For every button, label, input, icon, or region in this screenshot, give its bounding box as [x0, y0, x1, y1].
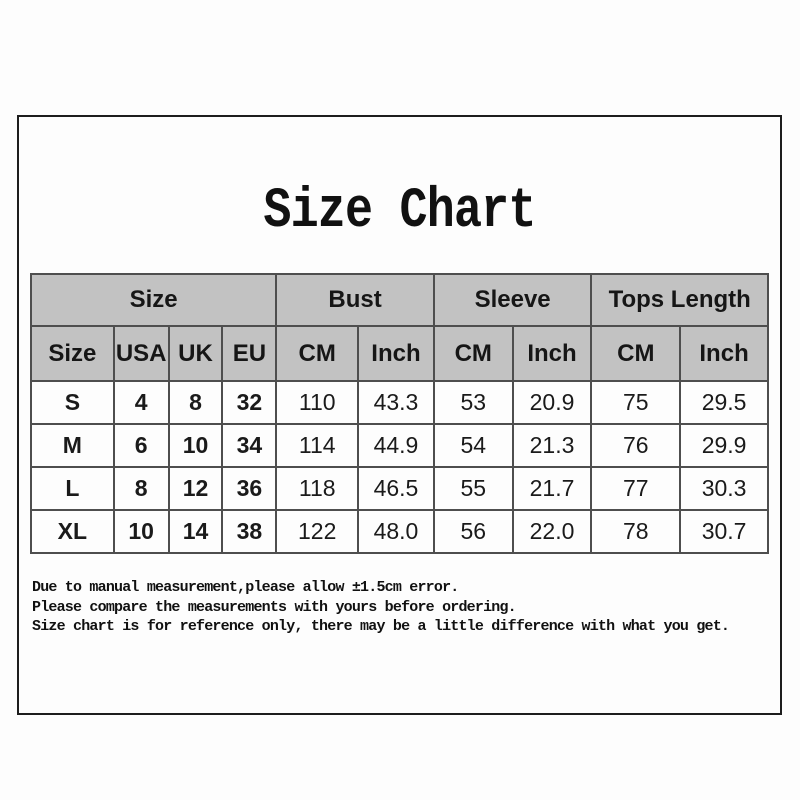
- table-cell: 122: [275, 509, 360, 554]
- table-row-l: L 8 12 36 118 46.5 55 21.7 77 30.3: [30, 466, 769, 511]
- table-cell: 10: [167, 423, 224, 468]
- size-table: Size Bust Sleeve Tops Length Size USA UK…: [29, 273, 769, 554]
- table-cell: 32: [221, 380, 278, 425]
- col-header-sleeve-cm: CM: [432, 325, 514, 382]
- table-row-s: S 4 8 32 110 43.3 53 20.9 75 29.5: [30, 380, 769, 425]
- table-row-xl: XL 10 14 38 122 48.0 56 22.0 78 30.7: [30, 509, 769, 554]
- table-cell: 30.7: [679, 509, 769, 554]
- table-cell: 8: [167, 380, 224, 425]
- table-cell: 34: [221, 423, 278, 468]
- table-cell: 110: [275, 380, 360, 425]
- table-cell: 77: [590, 466, 682, 511]
- table-cell: 75: [590, 380, 682, 425]
- col-header-size: Size: [30, 325, 115, 382]
- group-header-row: Size Bust Sleeve Tops Length: [29, 273, 769, 327]
- table-cell: 54: [432, 423, 514, 468]
- table-cell: 46.5: [357, 466, 435, 511]
- table-cell: 44.9: [357, 423, 435, 468]
- table-cell: M: [30, 423, 115, 468]
- note-line: Due to manual measurement,please allow ±…: [32, 579, 459, 596]
- note-line: Size chart is for reference only, there …: [32, 618, 730, 636]
- table-cell: 10: [112, 509, 170, 554]
- table-cell: XL: [30, 509, 115, 554]
- col-header-bust-cm: CM: [275, 325, 360, 382]
- chart-frame: Size Chart Size Bust Sleeve Tops L: [17, 115, 782, 715]
- table-cell: S: [30, 380, 115, 425]
- group-header-sleeve: Sleeve: [432, 273, 593, 327]
- col-header-tops-cm: CM: [590, 325, 682, 382]
- table-cell: 114: [275, 423, 360, 468]
- col-header-tops-inch: Inch: [679, 325, 769, 382]
- table-row-m: M 6 10 34 114 44.9 54 21.3 76 29.9: [30, 423, 769, 468]
- col-header-bust-inch: Inch: [357, 325, 435, 382]
- table-cell: L: [30, 466, 115, 511]
- table-cell: 12: [167, 466, 224, 511]
- table-cell: 14: [167, 509, 224, 554]
- table-cell: 30.3: [679, 466, 769, 511]
- table-cell: 4: [112, 380, 170, 425]
- table-cell: 29.9: [679, 423, 769, 468]
- table-cell: 38: [221, 509, 278, 554]
- col-header-sleeve-inch: Inch: [511, 325, 593, 382]
- table-cell: 29.5: [679, 380, 769, 425]
- table-cell: 22.0: [511, 509, 593, 554]
- table-cell: 48.0: [357, 509, 435, 554]
- group-header-tops-length: Tops Length: [590, 273, 769, 327]
- table-cell: 20.9: [511, 380, 593, 425]
- table-cell: 43.3: [357, 380, 435, 425]
- measurement-notes: Due to manual measurement,please allow ±…: [32, 578, 730, 637]
- col-header-eu: EU: [221, 325, 278, 382]
- table-cell: 21.3: [511, 423, 593, 468]
- table-cell: 21.7: [511, 466, 593, 511]
- col-header-uk: UK: [167, 325, 224, 382]
- table-cell: 78: [590, 509, 682, 554]
- table-cell: 76: [590, 423, 682, 468]
- table-cell: 118: [275, 466, 360, 511]
- group-header-bust: Bust: [275, 273, 435, 327]
- table-cell: 8: [112, 466, 170, 511]
- col-header-usa: USA: [112, 325, 170, 382]
- table-cell: 55: [432, 466, 514, 511]
- column-header-row: Size USA UK EU CM Inch CM Inch CM Inch: [30, 325, 769, 382]
- table-cell: 6: [112, 423, 170, 468]
- table-cell: 56: [432, 509, 514, 554]
- note-line: Please compare the measurements with you…: [32, 598, 517, 616]
- group-header-size: Size: [29, 273, 278, 327]
- table-cell: 36: [221, 466, 278, 511]
- page-title: Size Chart: [263, 180, 536, 244]
- table-cell: 53: [432, 380, 514, 425]
